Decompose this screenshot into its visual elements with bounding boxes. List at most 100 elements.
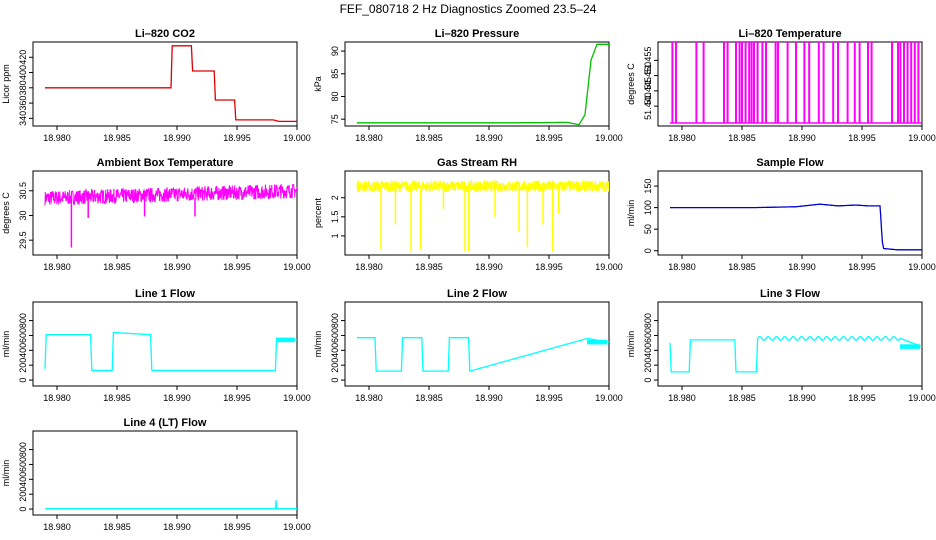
x-tick-label: 18.985	[728, 133, 756, 143]
y-tick-label: 600	[330, 328, 340, 343]
plot-frame	[32, 301, 298, 387]
y-tick-label: 360	[18, 96, 28, 111]
y-axis-label: kPa	[313, 76, 323, 92]
chart-title: Sample Flow	[756, 157, 824, 169]
plot-frame	[344, 170, 610, 256]
data-layer	[357, 43, 609, 126]
y-tick-label: 1	[330, 233, 340, 238]
y-tick-label: 100	[643, 200, 653, 215]
y-tick-label: 80	[330, 91, 340, 101]
x-tick-label: 18.985	[728, 393, 756, 403]
plot-frame	[32, 41, 298, 127]
series-line	[45, 500, 297, 510]
y-tick-label: 800	[18, 313, 28, 328]
x-tick-label: 18.990	[163, 393, 191, 403]
x-tick-label: 18.990	[788, 262, 816, 272]
y-tick-label: 600	[18, 457, 28, 472]
y-tick-label: 200	[18, 487, 28, 502]
y-tick-label: 51.440	[643, 92, 653, 120]
plot-frame	[32, 170, 298, 256]
x-tick-label: 19.000	[908, 393, 936, 403]
y-tick-label: 29.5	[18, 231, 28, 249]
y-tick-label: 600	[643, 328, 653, 343]
x-tick-label: 18.980	[43, 393, 71, 403]
x-tick-label: 18.985	[728, 262, 756, 272]
x-tick-label: 18.990	[163, 522, 191, 532]
series-line	[670, 203, 922, 251]
y-tick-label: 0	[643, 378, 653, 383]
x-tick-label: 18.990	[788, 393, 816, 403]
chart-title: Li–820 Pressure	[435, 28, 519, 40]
chart-title: Gas Stream RH	[437, 157, 517, 169]
x-tick-label: 19.000	[908, 262, 936, 272]
x-tick-label: 18.990	[475, 133, 503, 143]
x-tick-label: 18.995	[223, 522, 251, 532]
x-tick-label: 19.000	[283, 262, 311, 272]
x-tick-label: 18.995	[223, 393, 251, 403]
y-tick-label: 400	[330, 343, 340, 358]
x-tick-label: 18.990	[163, 133, 191, 143]
data-layer	[670, 42, 922, 124]
chart-title: Ambient Box Temperature	[97, 157, 234, 169]
x-tick-label: 18.990	[475, 393, 503, 403]
chart-gas-stream-rh: Gas Stream RH 18.980 18.985 18.990 18.995 19.…	[313, 157, 623, 272]
series-line	[44, 331, 297, 372]
y-axis-label: ml/min	[626, 200, 636, 227]
x-tick-label: 18.985	[103, 522, 131, 532]
y-tick-label: 200	[643, 358, 653, 373]
x-tick-label: 19.000	[283, 522, 311, 532]
y-tick-label: 200	[18, 358, 28, 373]
x-tick-label: 18.980	[668, 262, 696, 272]
data-layer	[44, 331, 297, 372]
x-tick-label: 19.000	[283, 393, 311, 403]
x-tick-label: 18.995	[535, 133, 563, 143]
y-tick-label: 600	[18, 328, 28, 343]
series-line	[357, 337, 609, 372]
x-tick-label: 18.995	[848, 393, 876, 403]
series-line	[669, 335, 922, 373]
plot-frame	[32, 430, 298, 516]
data-layer	[357, 337, 609, 372]
x-tick-label: 18.985	[415, 133, 443, 143]
y-tick-label: 400	[18, 343, 28, 358]
x-tick-label: 18.985	[415, 393, 443, 403]
series-line	[357, 43, 609, 126]
y-tick-label: 340	[18, 111, 28, 126]
x-tick-label: 18.985	[103, 393, 131, 403]
y-tick-label: 0	[18, 378, 28, 383]
chart-title: Li–820 Temperature	[738, 28, 841, 40]
y-tick-label: 51.450	[643, 62, 653, 90]
y-tick-label: 30	[18, 210, 28, 220]
y-axis-label: ml/min	[1, 460, 11, 487]
series-line	[356, 179, 609, 194]
series-line	[45, 45, 297, 123]
y-axis-label: ml/min	[1, 331, 11, 358]
chart-line-1-flow: Line 1 Flow 18.980 18.985 18.990 18.995 19.00…	[1, 288, 311, 403]
chart-title: Line 2 Flow	[447, 288, 507, 300]
plot-frame	[657, 170, 923, 256]
y-tick-label: 200	[330, 358, 340, 373]
x-tick-label: 18.980	[43, 522, 71, 532]
y-axis-label: ml/min	[626, 331, 636, 358]
x-tick-label: 18.990	[163, 262, 191, 272]
y-tick-label: 0	[330, 378, 340, 383]
y-axis-label: percent	[313, 197, 323, 228]
y-axis-label: ml/min	[313, 331, 323, 358]
y-tick-label: 85	[330, 69, 340, 79]
chart-line-3-flow: Line 3 Flow 18.980 18.985 18.990 18.995 19.00…	[626, 288, 936, 403]
chart-li-820-co2: Li–820 CO2 18.980 18.985 18.990 18.995 19.000…	[1, 28, 311, 143]
data-layer	[670, 203, 922, 251]
y-tick-label: 420	[18, 50, 28, 65]
x-tick-label: 19.000	[595, 262, 623, 272]
y-tick-label: 800	[643, 313, 653, 328]
chart-li-820-temperature: Li–820 Temperature 18.980 18.985 18.990 18.9…	[626, 28, 936, 143]
x-tick-label: 19.000	[908, 133, 936, 143]
y-tick-label: 30.5	[18, 182, 28, 200]
plot-frame	[657, 41, 923, 127]
x-tick-label: 18.995	[848, 133, 876, 143]
x-tick-label: 18.980	[668, 133, 696, 143]
y-tick-label: 51.455	[643, 47, 653, 75]
y-tick-label: 400	[18, 472, 28, 487]
chart-title: Line 4 (LT) Flow	[124, 417, 207, 429]
